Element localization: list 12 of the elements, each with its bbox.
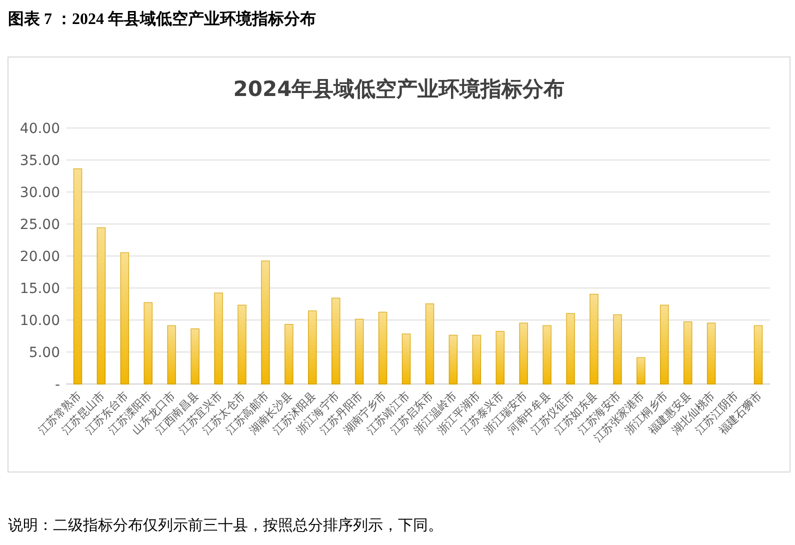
- y-tick-label: 30.00: [20, 185, 60, 201]
- text: 图表 7 ：2024 年县域低空产业环境指标分布: [8, 9, 316, 28]
- y-tick-label: 15.00: [20, 281, 60, 297]
- chart-title: 2024年县域低空产业环境指标分布: [233, 77, 565, 101]
- y-tick-label: -: [54, 377, 60, 393]
- y-tick-label: 5.00: [28, 345, 60, 361]
- y-tick-label: 40.00: [20, 121, 60, 137]
- y-tick-label: 35.00: [20, 153, 60, 169]
- y-tick-label: 25.00: [20, 217, 60, 233]
- y-tick-label: 20.00: [20, 249, 60, 265]
- y-tick-label: 10.00: [20, 313, 60, 329]
- text: 说明：二级指标分布仅列示前三十县，按照总分排序列示，下同。: [8, 517, 443, 534]
